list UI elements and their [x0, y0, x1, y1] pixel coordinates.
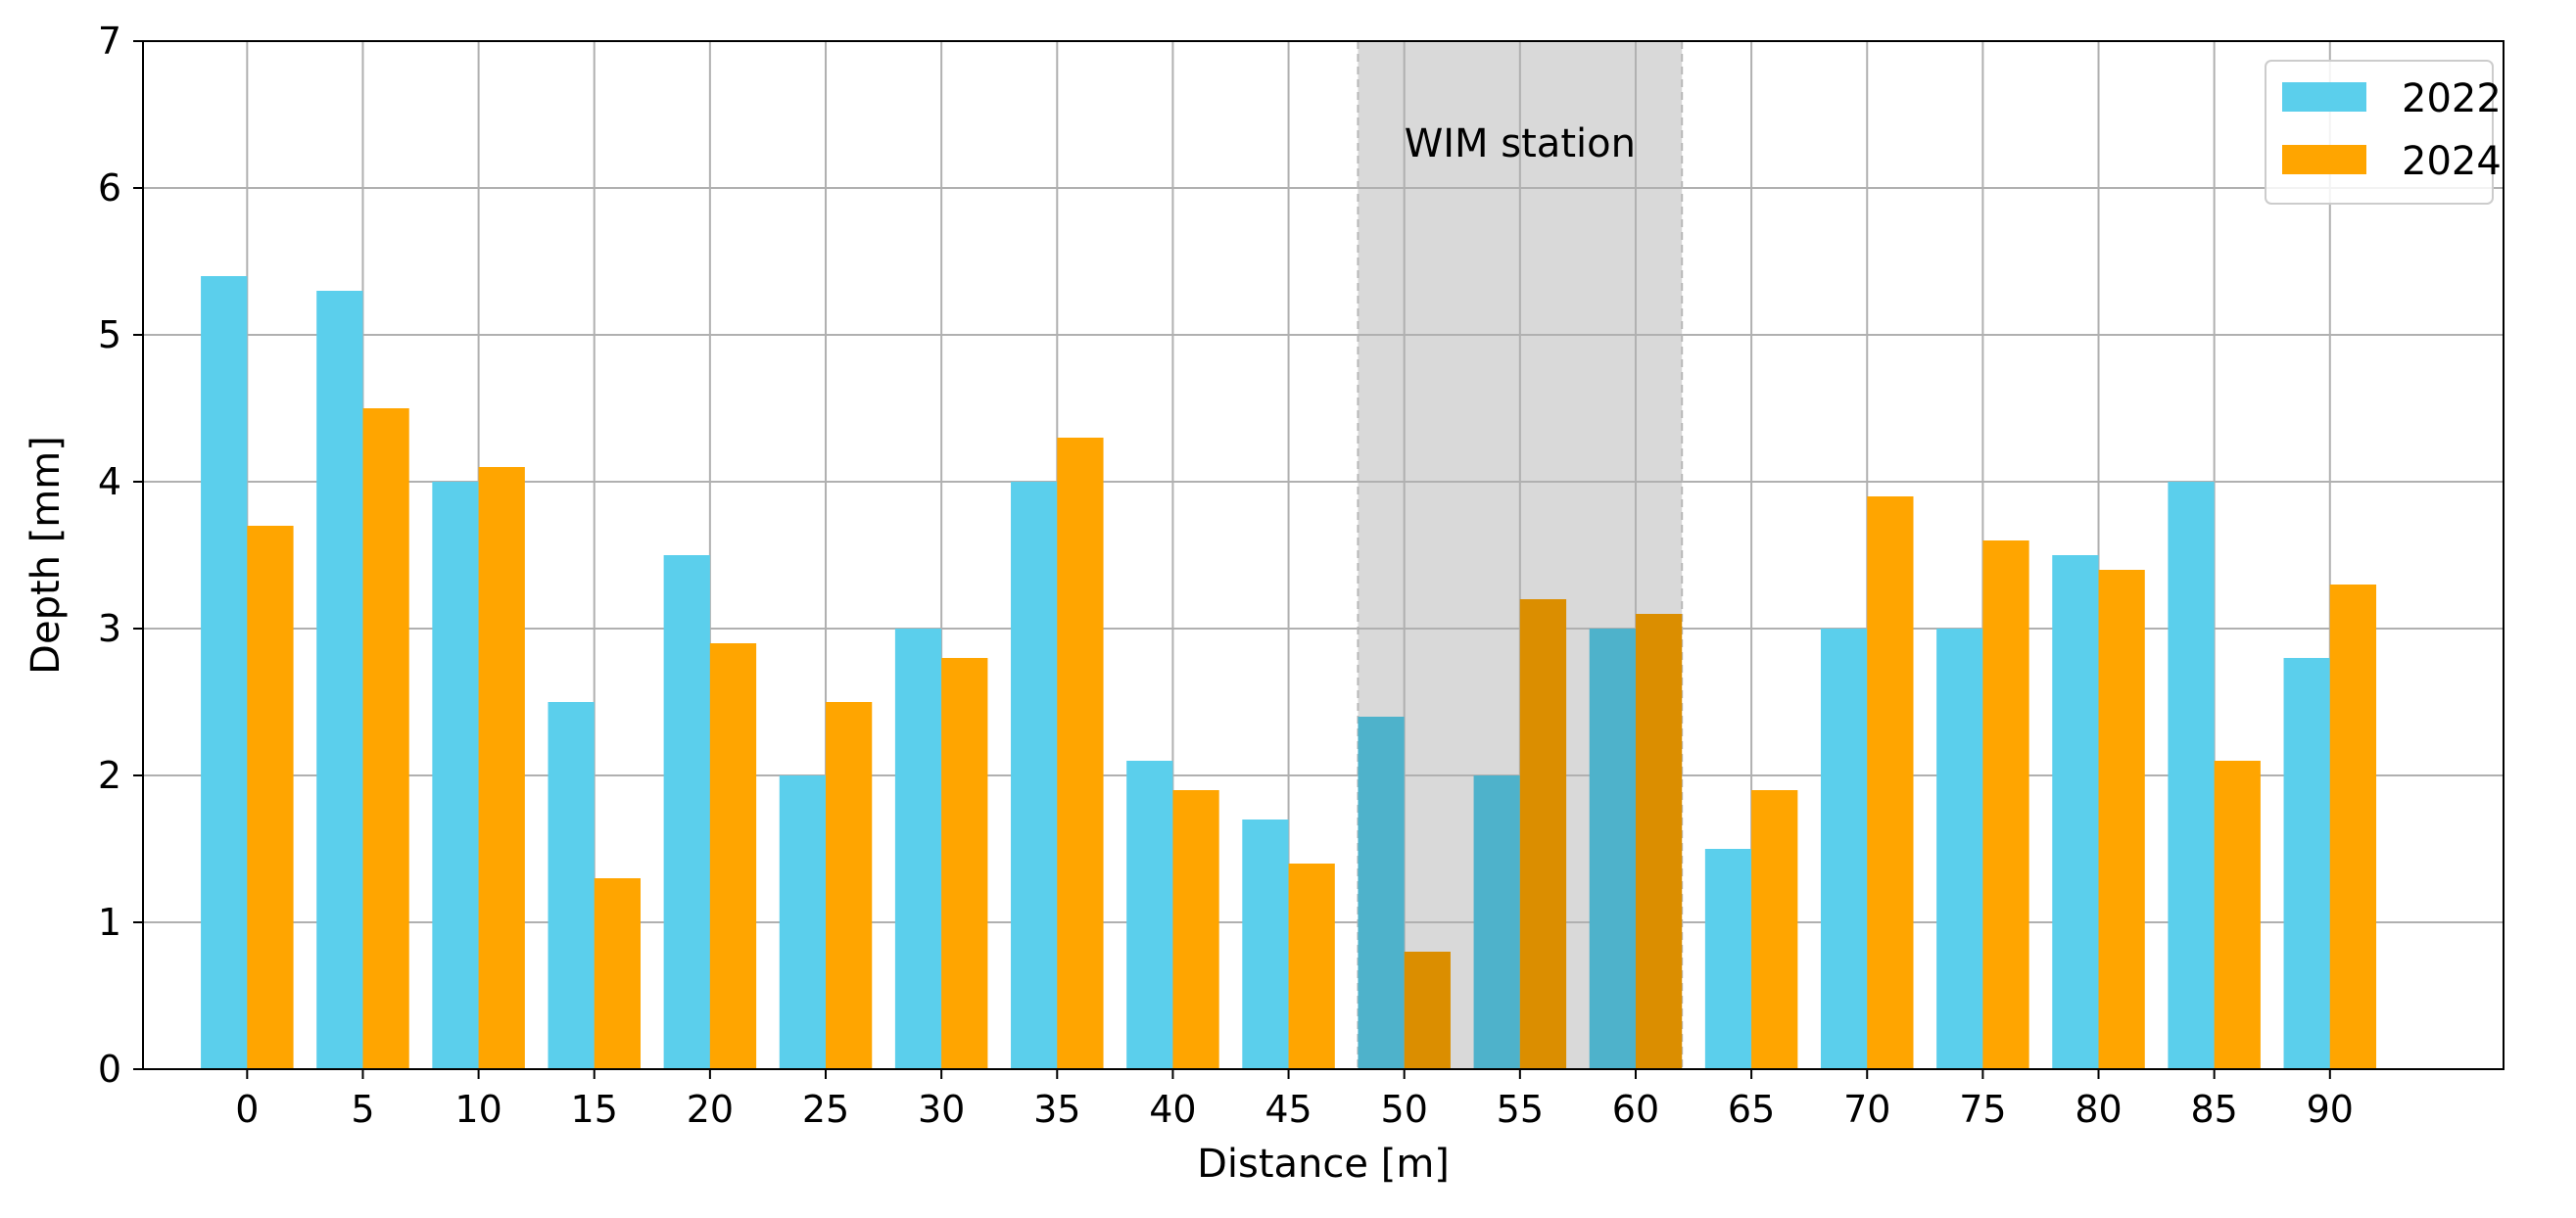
plot-frame — [142, 40, 2504, 1070]
bar-2024-45 — [1288, 864, 1335, 1069]
bar-2024-80 — [2098, 570, 2145, 1069]
bar-2024-0 — [247, 526, 294, 1069]
legend-swatch-2024 — [2282, 145, 2366, 174]
bar-2024-55 — [1519, 599, 1567, 1069]
y-tick-label-1: 1 — [98, 901, 121, 944]
bar-2022-50 — [1358, 717, 1405, 1069]
bar-2022-75 — [1936, 629, 1983, 1069]
bar-2022-70 — [1820, 629, 1868, 1069]
bar-2022-15 — [548, 702, 595, 1069]
bar-2022-90 — [2283, 658, 2330, 1069]
y-axis-ticks: 0 1 2 3 4 5 6 7 — [98, 20, 143, 1091]
bar-2022-60 — [1589, 629, 1636, 1069]
bar-2024-25 — [826, 702, 873, 1069]
y-tick-label-6: 6 — [98, 166, 121, 210]
x-tick-label-75: 75 — [1959, 1088, 2006, 1131]
bar-2022-5 — [316, 291, 363, 1069]
bar-2022-20 — [663, 555, 710, 1069]
bar-2024-5 — [362, 408, 409, 1069]
x-tick-label-15: 15 — [571, 1088, 618, 1131]
bar-2024-40 — [1172, 790, 1219, 1069]
wim-station-label: WIM station — [1405, 121, 1636, 166]
bar-2024-90 — [2329, 585, 2377, 1069]
x-tick-label-65: 65 — [1728, 1088, 1775, 1131]
bar-2022-0 — [201, 276, 248, 1069]
bar-2024-20 — [709, 643, 757, 1069]
bar-2024-30 — [941, 658, 988, 1069]
y-tick-label-0: 0 — [98, 1048, 121, 1091]
bar-2022-55 — [1473, 775, 1520, 1069]
x-tick-label-60: 60 — [1612, 1088, 1659, 1131]
y-axis-label: Depth [mm] — [24, 436, 69, 675]
bar-2024-70 — [1867, 496, 1914, 1069]
x-tick-label-90: 90 — [2307, 1088, 2354, 1131]
x-tick-label-85: 85 — [2190, 1088, 2237, 1131]
y-tick-label-7: 7 — [98, 20, 121, 63]
bar-2024-65 — [1751, 790, 1798, 1069]
bar-2022-65 — [1704, 849, 1752, 1069]
x-tick-label-30: 30 — [918, 1088, 965, 1131]
x-tick-label-55: 55 — [1497, 1088, 1544, 1131]
y-tick-label-4: 4 — [98, 460, 121, 503]
bar-2022-25 — [779, 775, 827, 1069]
x-tick-label-70: 70 — [1843, 1088, 1890, 1131]
bar-2022-85 — [2168, 482, 2215, 1069]
bar-2024-35 — [1057, 438, 1104, 1069]
bar-2022-80 — [2052, 555, 2099, 1069]
y-tick-label-2: 2 — [98, 754, 121, 797]
bar-2024-15 — [594, 878, 641, 1069]
y-tick-label-3: 3 — [98, 607, 121, 650]
bar-2022-30 — [894, 629, 942, 1069]
x-tick-label-10: 10 — [454, 1088, 501, 1131]
x-tick-label-50: 50 — [1381, 1088, 1428, 1131]
x-tick-label-35: 35 — [1033, 1088, 1080, 1131]
legend-swatch-2022 — [2282, 82, 2366, 112]
bar-2024-85 — [2214, 761, 2261, 1069]
bar-2024-50 — [1404, 952, 1451, 1069]
y-tick-label-5: 5 — [98, 313, 121, 356]
x-tick-label-0: 0 — [235, 1088, 259, 1131]
legend-label-2022: 2022 — [2402, 76, 2502, 121]
x-tick-label-45: 45 — [1264, 1088, 1312, 1131]
legend-label-2024: 2024 — [2402, 139, 2502, 184]
x-tick-label-40: 40 — [1149, 1088, 1196, 1131]
bar-2024-60 — [1635, 614, 1683, 1069]
x-tick-label-80: 80 — [2075, 1088, 2122, 1131]
bar-2024-75 — [1982, 540, 2029, 1069]
bar-2022-10 — [432, 482, 479, 1069]
x-tick-label-25: 25 — [802, 1088, 849, 1131]
bar-2022-35 — [1011, 482, 1058, 1069]
bars — [201, 276, 2377, 1069]
bar-2022-40 — [1126, 761, 1173, 1069]
bar-2022-45 — [1242, 820, 1289, 1069]
bar-2024-10 — [478, 467, 525, 1069]
legend: 2022 2024 — [2265, 60, 2502, 205]
x-tick-label-20: 20 — [687, 1088, 734, 1131]
x-axis-ticks: 0 5 10 15 20 25 30 35 40 45 50 55 60 65 70 75 80 85 90 — [235, 1069, 2354, 1131]
x-axis-label: Distance [m] — [1197, 1142, 1450, 1187]
x-tick-label-5: 5 — [351, 1088, 374, 1131]
